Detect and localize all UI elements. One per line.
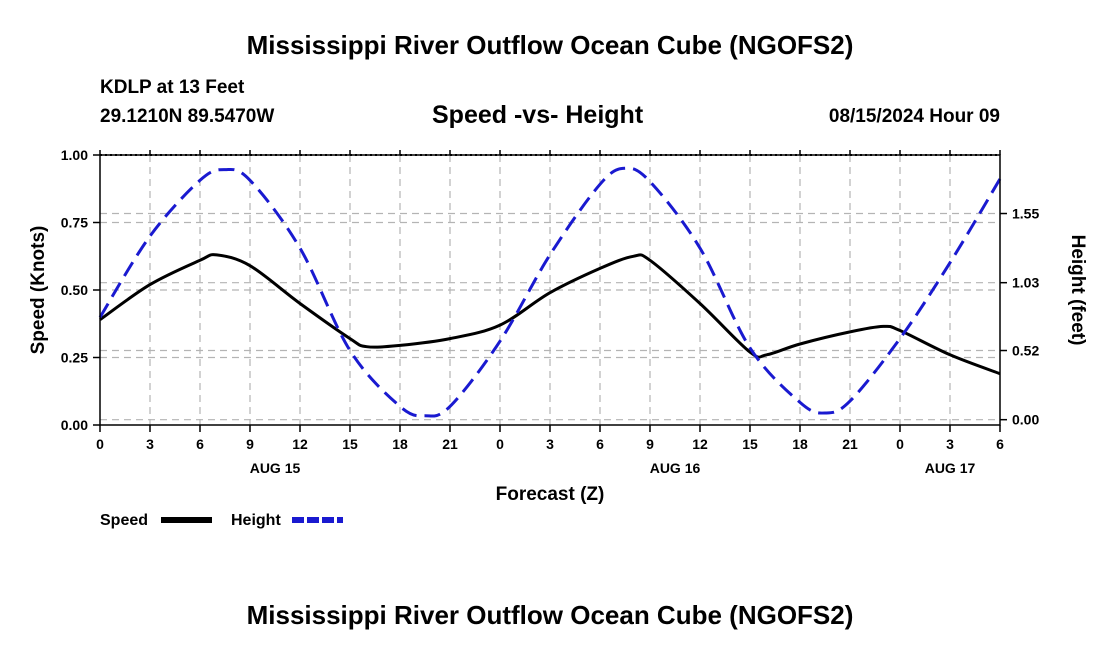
x-day-label: AUG 17 [925,460,976,476]
x-tick-label: 21 [842,436,858,452]
station-label: KDLP at 13 Feet [100,77,245,98]
x-tick-label: 0 [496,436,504,452]
x-tick-label: 6 [596,436,604,452]
x-tick-label: 9 [646,436,654,452]
x-tick-label: 15 [342,436,358,452]
y2-tick-label: 0.00 [1012,412,1039,428]
axes: 0 3 6 9 12 15 18 21 0 3 6 9 12 15 18 21 0 3 6 AUG 15 AUG 16 A… [61,147,1040,476]
y2-axis-title: Height (feet) [1067,235,1088,346]
x-axis-title: Forecast (Z) [496,484,605,505]
series-speed-line [99,253,1001,376]
y-axis-title: Speed (Knots) [28,226,49,355]
x-tick-label: 6 [996,436,1004,452]
legend-height-label: Height [231,512,281,529]
x-tick-label: 3 [946,436,954,452]
y-tick-label: 0.00 [61,417,88,433]
grid-lines [100,155,1000,425]
footer-title: Mississippi River Outflow Ocean Cube (NG… [246,600,854,630]
x-tick-label: 3 [546,436,554,452]
page-title: Mississippi River Outflow Ocean Cube (NG… [246,30,854,60]
series-lines [98,166,1002,418]
x-tick-label: 18 [392,436,408,452]
x-day-label: AUG 15 [250,460,301,476]
series-height-line [98,166,1002,418]
x-tick-label: 0 [896,436,904,452]
y-tick-label: 1.00 [61,147,88,163]
x-tick-label: 3 [146,436,154,452]
legend: Speed Height [100,512,343,529]
x-day-label: AUG 16 [650,460,701,476]
x-tick-label: 12 [692,436,708,452]
forecast-date: 08/15/2024 Hour 09 [828,106,1000,127]
station-coordinates: 29.1210N 89.5470W [100,106,275,127]
x-tick-label: 9 [246,436,254,452]
y2-tick-label: 1.03 [1012,275,1039,291]
chart-title: Speed -vs- Height [432,101,644,129]
x-tick-label: 15 [742,436,758,452]
x-tick-label: 0 [96,436,104,452]
y2-tick-label: 0.52 [1012,343,1039,359]
x-tick-label: 21 [442,436,458,452]
y2-tick-label: 1.55 [1012,206,1039,222]
x-tick-label: 6 [196,436,204,452]
x-tick-label: 12 [292,436,308,452]
legend-speed-label: Speed [100,512,148,529]
y-tick-label: 0.75 [61,215,88,231]
y-tick-label: 0.25 [61,350,88,366]
y-tick-label: 0.50 [61,282,88,298]
x-tick-label: 18 [792,436,808,452]
